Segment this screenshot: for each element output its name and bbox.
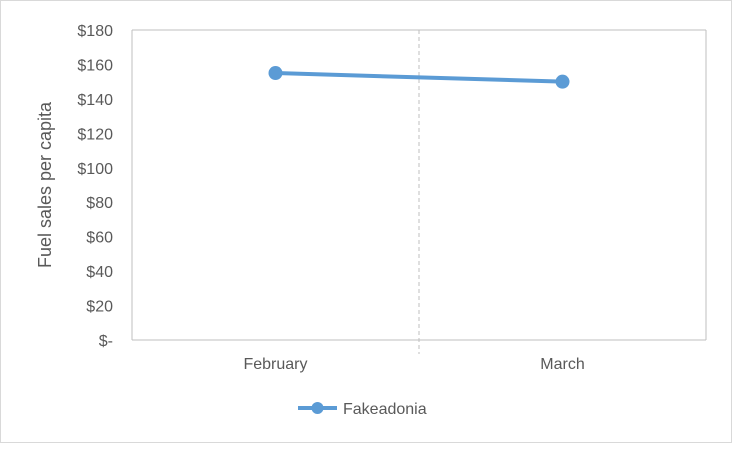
- series-layer: [268, 66, 570, 89]
- legend-entry-label: Fakeadonia: [343, 401, 427, 418]
- y-tick-label: $180: [77, 23, 113, 40]
- y-tick-label: $40: [86, 264, 113, 281]
- y-tick-label: $160: [77, 57, 113, 74]
- y-tick-labels: $- $20 $40 $60 $80 $100 $120 $140 $160 $180: [77, 23, 113, 350]
- y-tick-label: $60: [86, 230, 113, 247]
- y-tick-label: $80: [86, 195, 113, 212]
- x-tick-label: February: [243, 356, 307, 373]
- y-axis-label: Fuel sales per capita: [35, 101, 55, 268]
- x-tick-label: March: [540, 356, 584, 373]
- y-tick-label: $140: [77, 92, 113, 109]
- x-tick-labels: February March: [243, 356, 584, 373]
- y-tick-label: $20: [86, 299, 113, 316]
- y-tick-label: $-: [99, 333, 113, 350]
- legend-marker-swatch: [311, 402, 324, 414]
- data-point: [268, 66, 283, 81]
- series-line: [275, 71, 563, 84]
- y-tick-label: $100: [77, 161, 113, 178]
- legend: Fakeadonia: [298, 401, 427, 418]
- y-tick-label: $120: [77, 126, 113, 143]
- data-point: [555, 74, 570, 89]
- plot-area: [131, 29, 707, 354]
